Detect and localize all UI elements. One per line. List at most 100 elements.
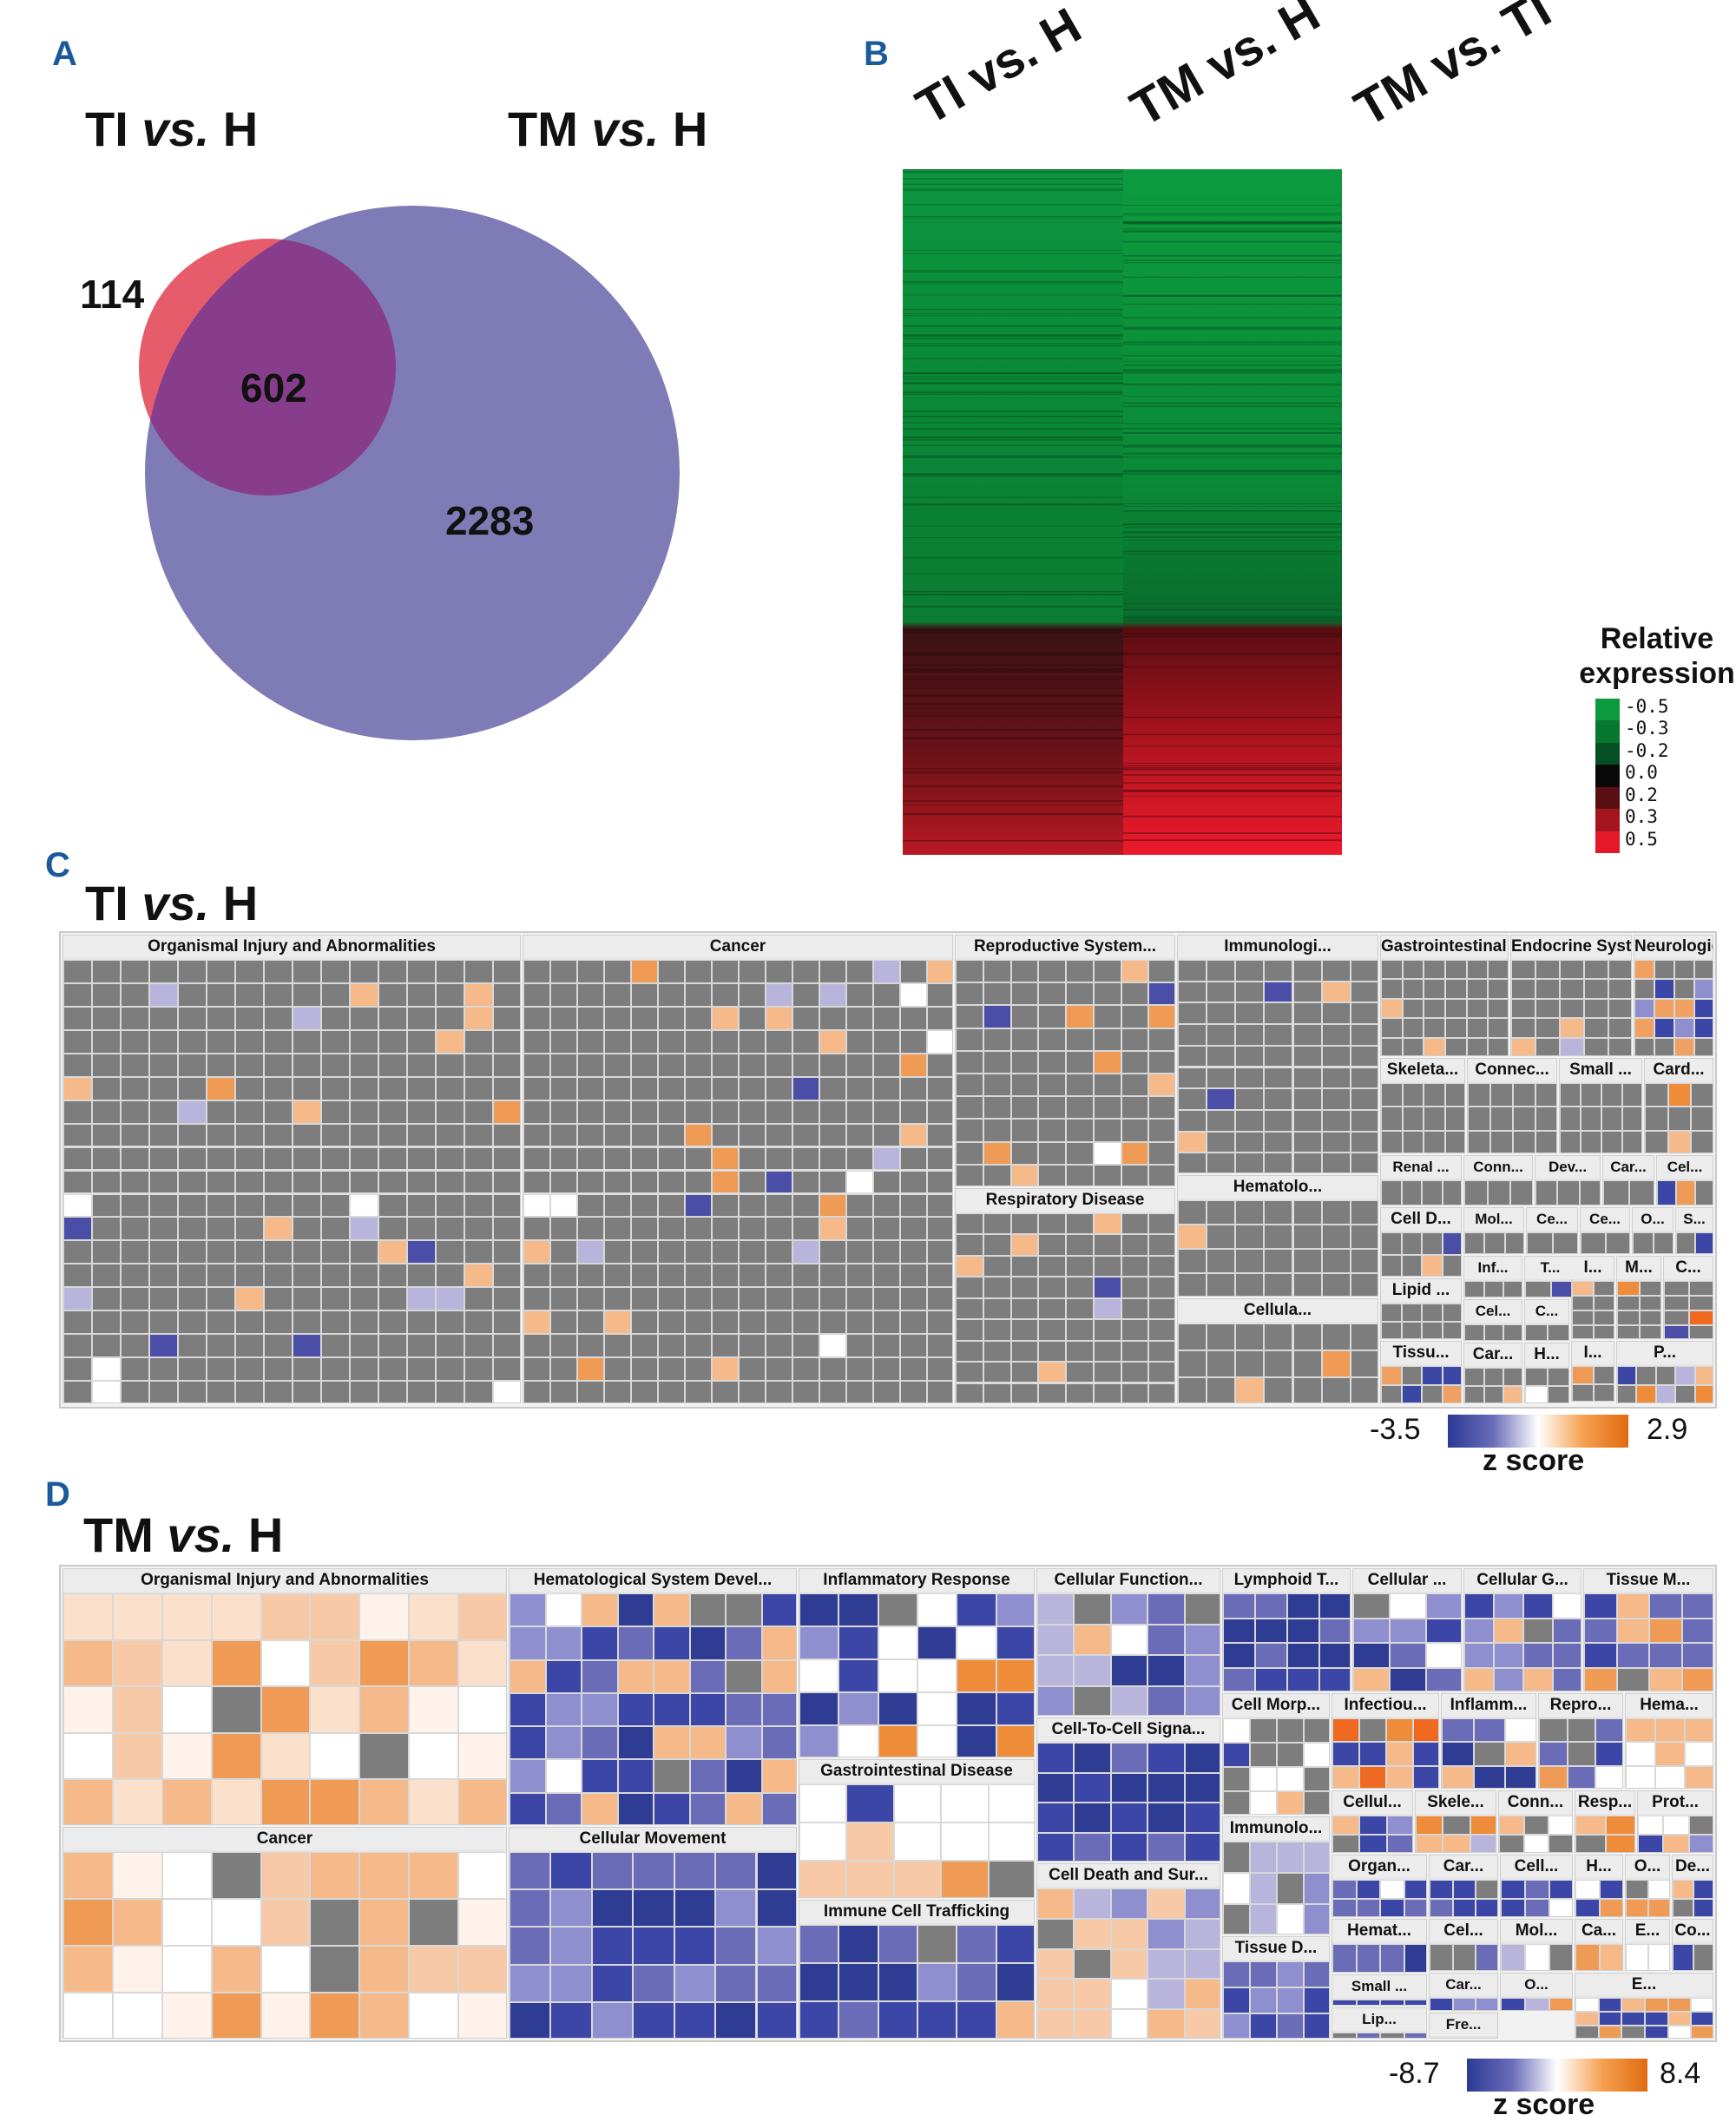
treemap-cell[interactable] [766,1334,792,1358]
treemap-cell[interactable] [1693,1880,1713,1899]
treemap-cell[interactable] [523,1146,550,1171]
treemap-cell[interactable] [927,1264,952,1288]
treemap-cell[interactable] [378,1100,407,1124]
treemap-cell[interactable] [1674,979,1694,999]
treemap-cell[interactable] [378,1123,407,1147]
treemap-cell[interactable] [121,1029,149,1054]
treemap-cell[interactable] [350,1217,378,1241]
treemap-cell[interactable] [1184,1948,1220,1980]
treemap-cell[interactable] [1178,1088,1207,1110]
treemap-cell[interactable] [1350,1109,1378,1132]
treemap-cell[interactable] [264,1310,293,1335]
treemap-cell[interactable] [92,1006,121,1030]
treemap-cell[interactable] [1223,1643,1255,1668]
treemap-cell[interactable] [1584,1018,1608,1038]
treemap-cell[interactable] [235,1381,264,1402]
treemap-cell[interactable] [436,1053,464,1077]
treemap-cell[interactable] [1178,1153,1207,1172]
treemap-cell[interactable] [1010,1074,1039,1097]
treemap-cell[interactable] [1038,1096,1067,1120]
treemap-cell[interactable] [792,982,819,1007]
treemap-cell[interactable] [510,1659,546,1693]
treemap-cell[interactable] [121,1357,149,1381]
treemap-cell[interactable] [956,1297,983,1320]
treemap-cell[interactable] [121,1193,149,1218]
treemap-category[interactable]: Immunolo... [1222,1816,1330,1934]
treemap-cell[interactable] [846,1310,873,1335]
treemap-cell[interactable] [1350,1200,1378,1225]
treemap-cell[interactable] [1038,1028,1067,1051]
treemap-cell[interactable] [873,1357,900,1381]
treemap-cell[interactable] [1464,1643,1494,1668]
treemap-cell[interactable] [878,1659,917,1692]
treemap-cell[interactable] [1121,1096,1149,1120]
treemap-cell[interactable] [1634,1018,1654,1038]
treemap-cell[interactable] [819,1357,846,1381]
treemap-cell[interactable] [1499,1835,1524,1852]
treemap-cell[interactable] [1483,1386,1504,1402]
treemap-category[interactable]: Dev... [1535,1155,1601,1205]
treemap-cell[interactable] [92,1357,121,1381]
treemap-cell[interactable] [996,1659,1034,1692]
treemap-cell[interactable] [1527,1232,1553,1253]
treemap-cell[interactable] [739,1381,766,1402]
treemap-cell[interactable] [378,960,407,983]
treemap-cell[interactable] [235,1123,264,1147]
treemap-cell[interactable] [293,1217,321,1241]
treemap-cell[interactable] [1430,2038,1453,2039]
treemap-cell[interactable] [956,1096,983,1120]
treemap-cell[interactable] [1066,1277,1094,1298]
treemap-cell[interactable] [819,1310,846,1335]
treemap-cell[interactable] [1250,1961,1277,1987]
treemap-cell[interactable] [996,1593,1034,1626]
treemap-cell[interactable] [321,1287,350,1311]
treemap-cell[interactable] [631,1146,658,1171]
treemap-cell[interactable] [378,1334,407,1358]
treemap-cell[interactable] [235,1170,264,1194]
treemap-cell[interactable] [1178,1002,1207,1025]
treemap-cell[interactable] [1178,1067,1207,1089]
treemap-cell[interactable] [941,1861,989,1897]
treemap-cell[interactable] [1648,1899,1669,1916]
treemap-cell[interactable] [1147,1888,1185,1919]
treemap-cell[interactable] [726,1759,762,1793]
treemap-cell[interactable] [321,1264,350,1288]
treemap-cell[interactable] [1401,1322,1422,1338]
treemap-cell[interactable] [1664,1310,1689,1325]
treemap-cell[interactable] [112,1852,162,1899]
treemap-cell[interactable] [407,1146,436,1171]
treemap-cell[interactable] [956,1277,983,1298]
treemap-cell[interactable] [1235,1323,1265,1350]
treemap-cell[interactable] [756,1927,796,1965]
treemap-cell[interactable] [900,1381,927,1402]
treemap-cell[interactable] [407,1381,436,1402]
treemap-cell[interactable] [792,1240,819,1264]
treemap-cell[interactable] [838,2001,878,2038]
treemap-cell[interactable] [712,1123,739,1147]
treemap-cell[interactable] [1645,2026,1668,2038]
treemap-cell[interactable] [1490,1130,1513,1153]
treemap-cell[interactable] [1292,1088,1322,1110]
treemap-cell[interactable] [674,1852,716,1890]
treemap-cell[interactable] [674,1889,716,1928]
treemap-cell[interactable] [1525,1281,1551,1297]
treemap-cell[interactable] [1148,1340,1174,1363]
treemap-cell[interactable] [264,1029,293,1054]
treemap-cell[interactable] [604,1287,631,1311]
treemap-cell[interactable] [1430,1944,1453,1970]
treemap-cell[interactable] [458,1639,506,1687]
treemap-cell[interactable] [1093,982,1121,1006]
treemap-cell[interactable] [1037,1918,1075,1949]
treemap-cell[interactable] [207,1006,235,1030]
treemap-cell[interactable] [493,1287,520,1311]
treemap-cell[interactable] [1673,1880,1693,1899]
treemap-cell[interactable] [63,1240,92,1264]
treemap-category[interactable]: Cancer [62,1827,507,2039]
treemap-cell[interactable] [1223,1593,1255,1619]
treemap-cell[interactable] [631,1217,658,1241]
treemap-cell[interactable] [631,1170,658,1194]
treemap-cell[interactable] [1380,2033,1404,2038]
treemap-cell[interactable] [1350,1088,1378,1110]
treemap-cell[interactable] [1674,998,1694,1019]
treemap-cell[interactable] [838,1963,878,2001]
